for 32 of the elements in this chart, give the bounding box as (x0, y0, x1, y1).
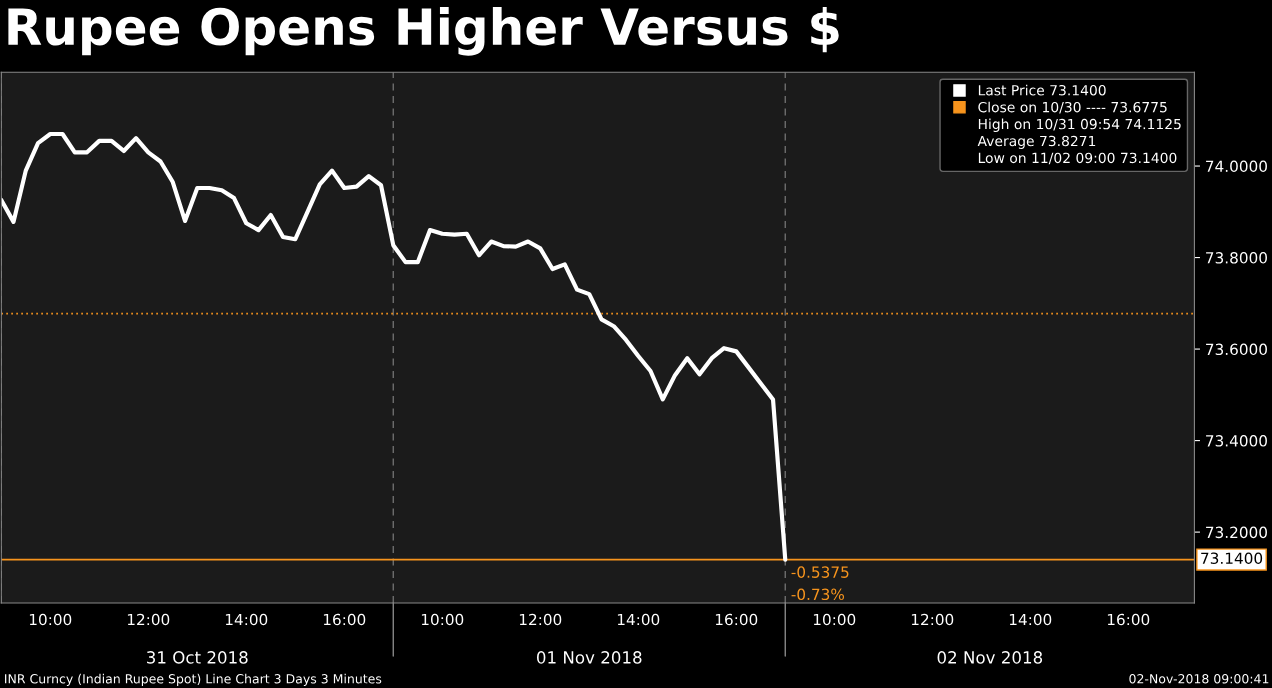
x-tick-label: 14:00 (225, 613, 268, 626)
legend-label: Last Price 73.1400 (978, 84, 1106, 96)
text: 02 Nov 2018 (937, 651, 1043, 664)
x-tick-label: 10:00 (813, 613, 856, 626)
y-tick-label: 74.0000 (1206, 160, 1267, 173)
ref-line-label: 73.1400 (1201, 552, 1263, 564)
annotation: Low on 11/02 09:00 73.1400 (978, 152, 1177, 165)
x-tick-label: 12:00 (911, 613, 954, 626)
x-tick-label: 10:00 (421, 613, 464, 626)
text: 31 Oct 2018 (147, 651, 248, 664)
y-tick-label: 73.4000 (1206, 435, 1267, 447)
y-tick-label: 73.8000 (1206, 252, 1267, 264)
x-tick-label: 12:00 (519, 613, 562, 626)
x-tick-label: 14:00 (617, 613, 660, 626)
chart-title: Rupee Opens Higher Versus $ (8, 6, 839, 56)
text: INR Curncy (Indian Rupee Spot) Line Chart 3 Days 3 Minutes (5, 673, 382, 686)
x-tick-label: 16:00 (323, 613, 366, 626)
line-series (1, 131, 788, 562)
x-tick-label: 12:00 (127, 613, 170, 626)
y-tick-label: 73.6000 (1206, 343, 1267, 356)
text: 01 Nov 2018 (536, 651, 642, 664)
annotation: High on 10/31 09:54 74.1125 (978, 118, 1181, 133)
x-tick-label: 14:00 (1009, 613, 1052, 626)
x-tick-label: 16:00 (715, 613, 758, 626)
annotation: -0.5375 (791, 566, 849, 578)
y-tick-label: 73.2000 (1206, 526, 1267, 539)
x-tick-label: 16:00 (1107, 613, 1150, 626)
x-tick-label: 10:00 (29, 613, 72, 626)
annotation: Average 73.8271 (977, 135, 1096, 149)
legend-label: Close on 10/30 ---- 73.6775 (978, 101, 1167, 114)
annotation: -0.73% (791, 588, 845, 601)
text: 02-Nov-2018 09:00:41 (1129, 674, 1269, 684)
